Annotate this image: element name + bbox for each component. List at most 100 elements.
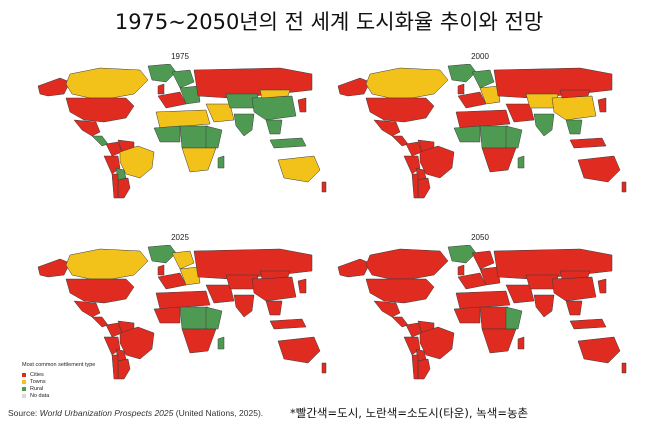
region-madagascar xyxy=(217,155,225,169)
map-year-label: 1975 xyxy=(171,52,189,61)
region-india xyxy=(233,113,255,137)
region-usa xyxy=(65,278,135,304)
region-china xyxy=(551,276,597,302)
region-alaska xyxy=(337,258,371,278)
region-uk xyxy=(457,83,465,95)
region-greenland xyxy=(147,64,177,83)
world-map-2000 xyxy=(337,64,627,199)
region-canada xyxy=(65,248,149,280)
region-indonesia xyxy=(569,318,607,330)
region-se-asia xyxy=(565,300,583,316)
region-scandinavia xyxy=(171,69,195,89)
region-brazil xyxy=(419,326,455,360)
region-central-america xyxy=(391,316,409,328)
region-mongolia xyxy=(259,270,291,280)
region-mexico xyxy=(373,300,401,318)
region-chile xyxy=(411,354,419,380)
region-china xyxy=(551,95,597,121)
region-new-zealand xyxy=(621,362,627,374)
region-se-asia xyxy=(265,300,283,316)
region-se-asia xyxy=(565,119,583,135)
region-scandinavia xyxy=(471,69,495,89)
page-title: 1975~2050년의 전 세계 도시화율 추이와 전망 xyxy=(114,10,544,34)
legend-label: No data xyxy=(30,392,50,399)
region-indonesia xyxy=(269,137,307,149)
region-mexico xyxy=(73,300,101,318)
region-new-zealand xyxy=(321,362,327,374)
region-west-africa xyxy=(153,306,181,324)
legend-label: Cities xyxy=(30,371,44,378)
region-china xyxy=(251,276,297,302)
legend-item-no-data: No data xyxy=(22,392,95,399)
region-madagascar xyxy=(217,336,225,350)
map-panel-2000: 2000 xyxy=(330,52,630,199)
color-note: *빨간색=도시, 노란색=소도시(타운), 녹색=농촌 xyxy=(290,406,529,420)
region-chile xyxy=(111,354,119,380)
region-central-america xyxy=(91,135,109,147)
region-japan xyxy=(297,97,307,113)
legend-item-towns: Towns xyxy=(22,378,95,385)
legend-item-rural: Rural xyxy=(22,385,95,392)
region-west-europe xyxy=(457,91,487,109)
region-mongolia xyxy=(559,89,591,99)
region-usa xyxy=(65,97,135,123)
region-australia xyxy=(577,155,621,183)
region-russia xyxy=(493,248,613,280)
region-argentina xyxy=(117,177,131,199)
region-east-africa xyxy=(205,125,223,149)
region-argentina xyxy=(417,358,431,380)
region-brazil xyxy=(119,145,155,179)
region-central-america xyxy=(91,316,109,328)
region-scandinavia xyxy=(471,250,495,270)
region-east-africa xyxy=(205,306,223,330)
region-north-africa xyxy=(455,290,511,310)
region-west-africa xyxy=(153,125,181,143)
region-australia xyxy=(577,336,621,364)
region-west-europe xyxy=(157,272,187,290)
source-suffix: (United Nations, 2025). xyxy=(173,408,264,418)
region-east-africa xyxy=(505,125,523,149)
source-title: World Urbanization Prospects 2025 xyxy=(39,408,174,418)
region-southern-africa xyxy=(481,328,517,354)
map-year-label: 2050 xyxy=(471,233,489,242)
map-year-label: 2025 xyxy=(171,233,189,242)
region-japan xyxy=(597,97,607,113)
region-new-zealand xyxy=(621,181,627,193)
region-madagascar xyxy=(517,155,525,169)
region-india xyxy=(233,294,255,318)
region-argentina xyxy=(417,177,431,199)
region-scandinavia xyxy=(171,250,195,270)
legend-swatch xyxy=(22,386,26,391)
world-map-1975 xyxy=(37,64,327,199)
legend-swatch xyxy=(22,372,26,377)
region-east-europe xyxy=(479,85,501,105)
region-usa xyxy=(365,97,435,123)
region-greenland xyxy=(447,64,477,83)
region-mongolia xyxy=(259,89,291,99)
region-japan xyxy=(597,278,607,294)
region-madagascar xyxy=(517,336,525,350)
region-east-africa xyxy=(505,306,523,330)
region-central-africa xyxy=(479,306,509,330)
region-chile xyxy=(111,173,119,199)
region-canada xyxy=(65,67,149,99)
region-russia xyxy=(493,67,613,99)
region-southern-africa xyxy=(181,328,217,354)
legend-title: Most common settlement type xyxy=(22,362,96,368)
region-alaska xyxy=(37,258,71,278)
region-india xyxy=(533,294,555,318)
region-brazil xyxy=(119,326,155,360)
region-north-africa xyxy=(455,109,511,129)
region-west-africa xyxy=(453,125,481,143)
region-japan xyxy=(297,278,307,294)
region-russia xyxy=(193,248,313,280)
region-uk xyxy=(157,83,165,95)
region-brazil xyxy=(419,145,455,179)
map-panel-2025: 2025 xyxy=(30,233,330,380)
region-australia xyxy=(277,155,321,183)
region-se-asia xyxy=(265,119,283,135)
source-prefix: Source: xyxy=(8,408,40,418)
region-middle-east xyxy=(505,284,535,304)
region-mexico xyxy=(373,119,401,137)
region-china xyxy=(251,95,297,121)
